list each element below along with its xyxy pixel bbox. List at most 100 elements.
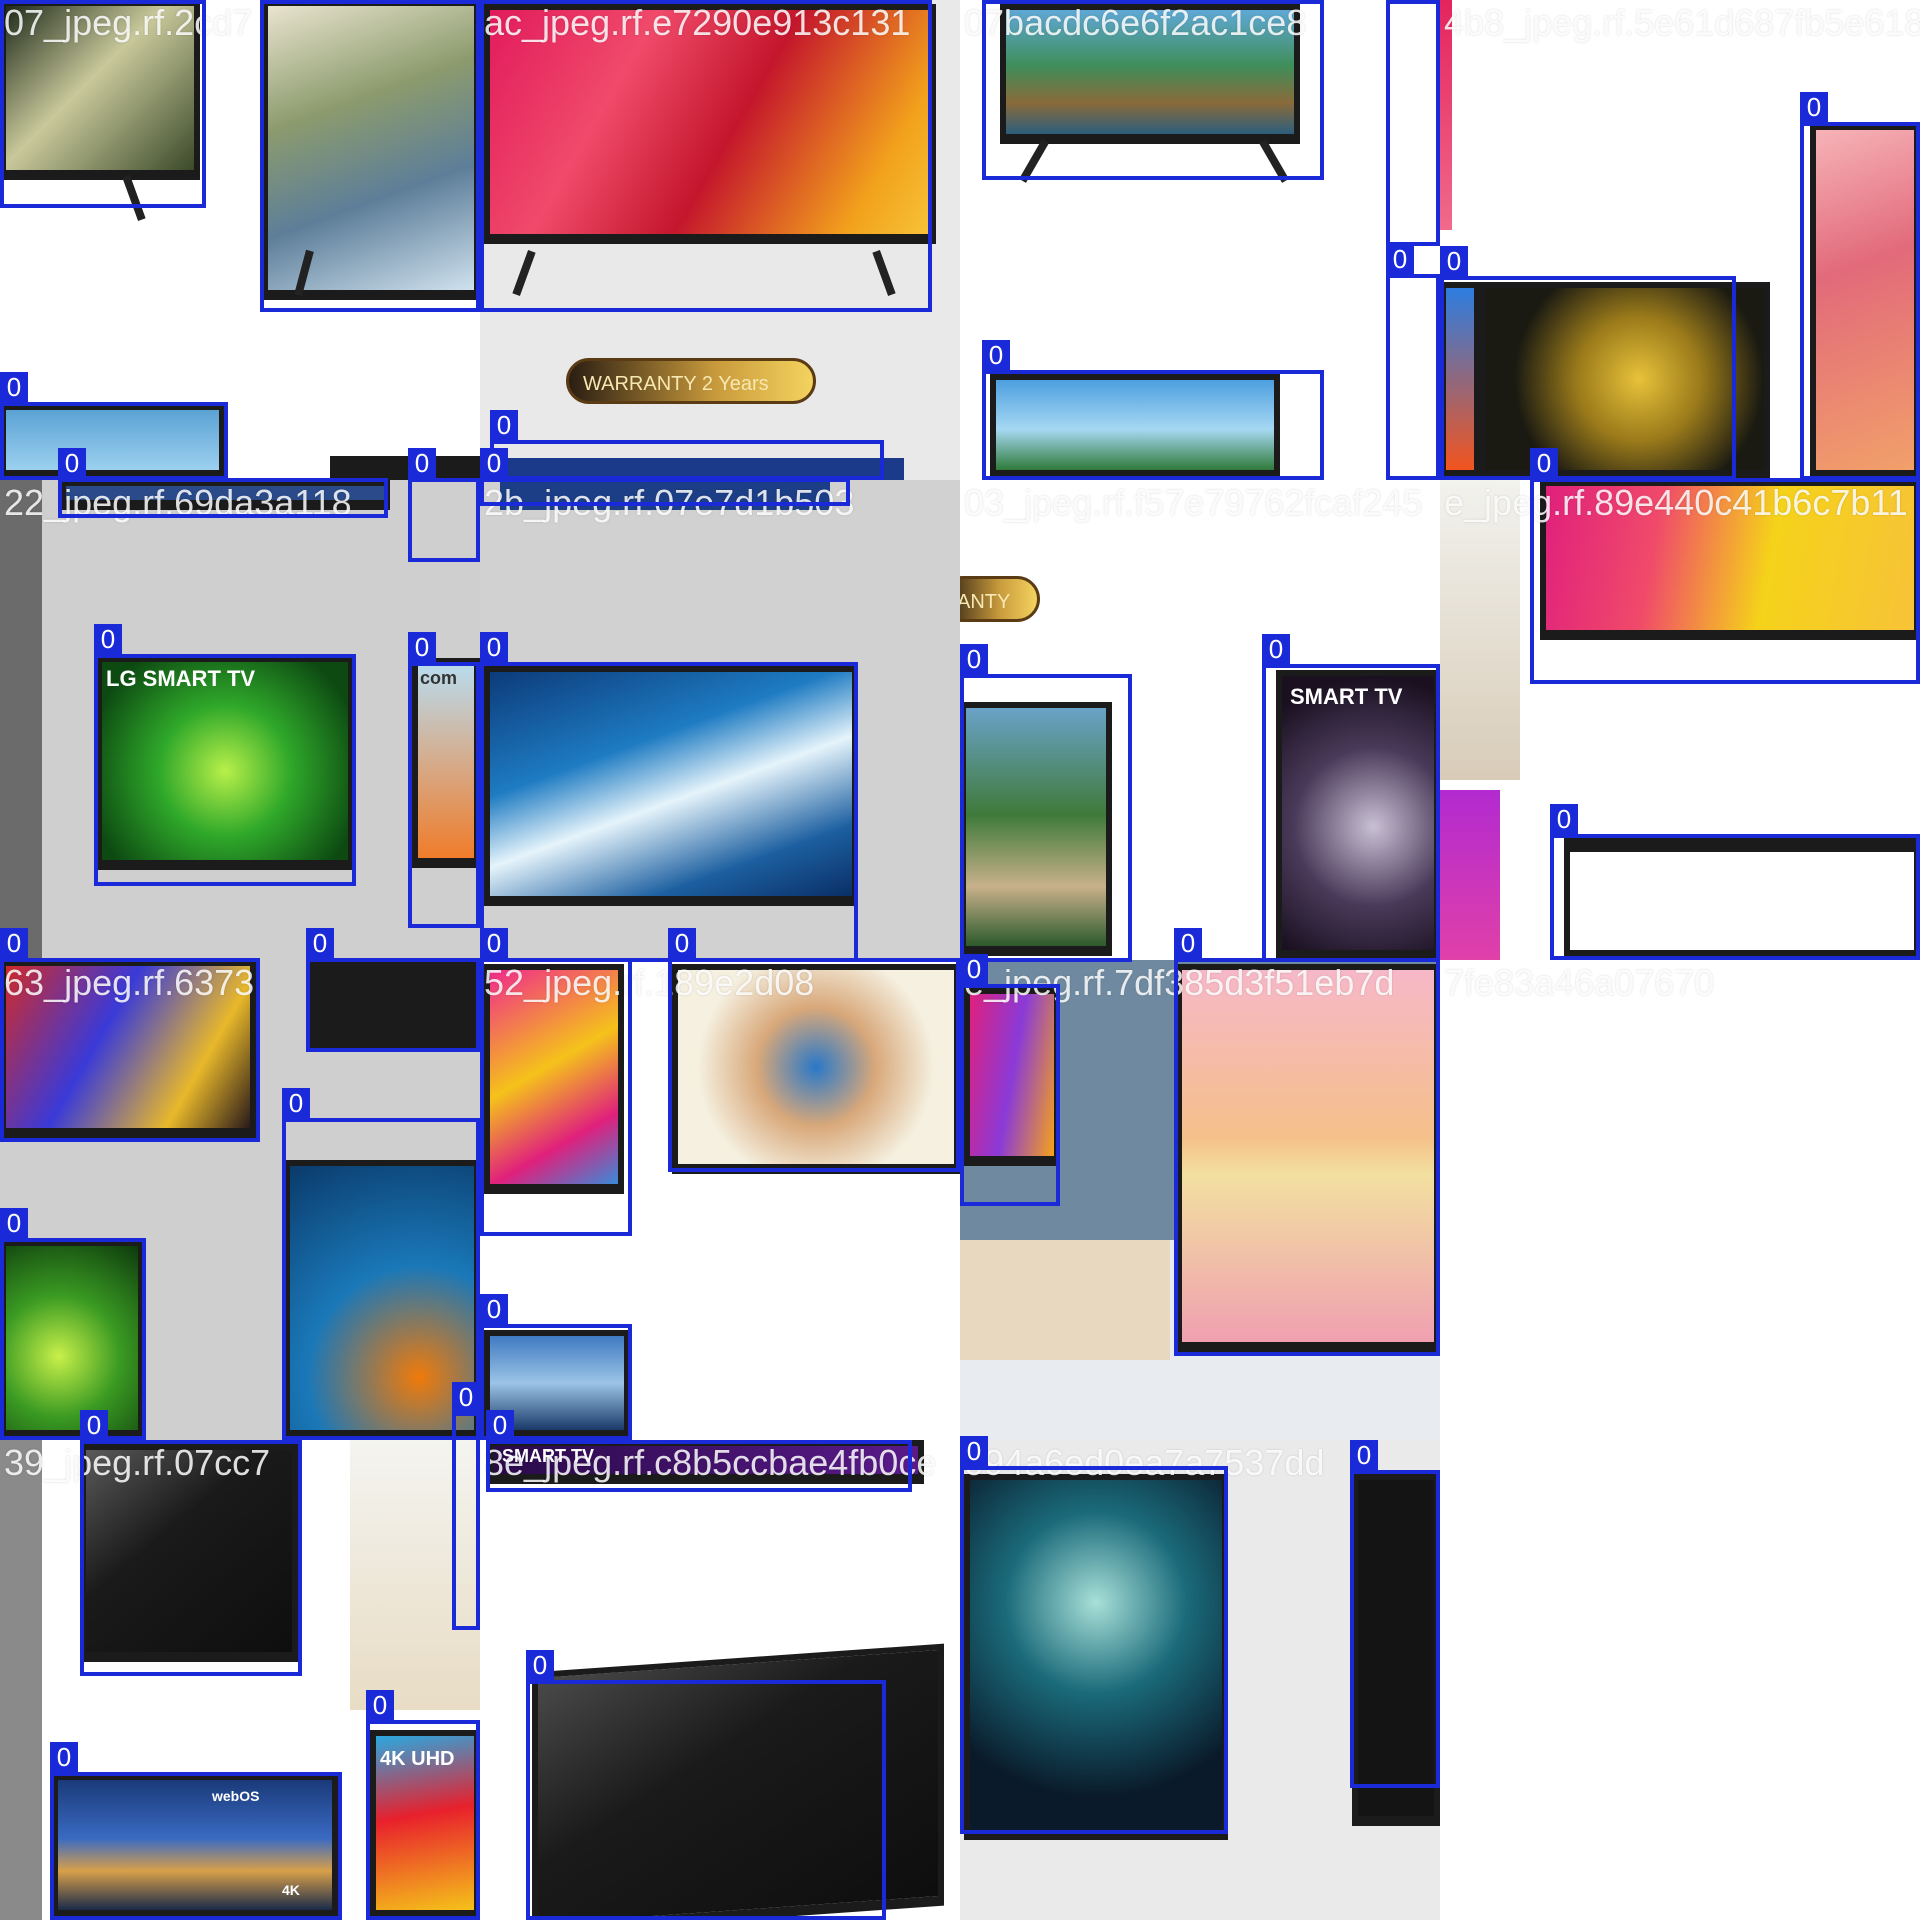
tv xyxy=(0,404,225,480)
warranty-years: 2 Years xyxy=(701,373,769,395)
detection-box: 0 xyxy=(452,1382,480,1630)
tv xyxy=(1440,0,1452,230)
class-label: 0 xyxy=(486,1410,514,1440)
detection-box: 0 xyxy=(526,1650,886,1920)
four-k-label: 4K xyxy=(282,1882,300,1898)
class-label: 0 xyxy=(1800,92,1828,122)
uhd-label: 4K UHD xyxy=(380,1748,455,1770)
lg-smart-tv-label: LG SMART TV xyxy=(106,666,256,691)
class-label: 0 xyxy=(306,928,334,958)
class-label: 0 xyxy=(1262,634,1290,664)
class-label: 0 xyxy=(490,410,518,440)
webos-label: webOS xyxy=(212,1788,260,1804)
detection-box: 0 xyxy=(50,1742,342,1920)
detection-box: 0 xyxy=(960,954,1060,1206)
detection-box: 0 xyxy=(486,1410,912,1492)
detection-box: 0 xyxy=(80,1410,302,1676)
class-label: 0 xyxy=(1386,244,1414,274)
tv: com xyxy=(412,658,480,868)
smart-tv-label: SMART TV xyxy=(1290,684,1403,709)
class-label: 0 xyxy=(982,340,1010,370)
detection-box: 0 xyxy=(94,624,356,886)
detection-box: 0 xyxy=(366,1690,480,1920)
class-label: 0 xyxy=(960,954,988,984)
detection-box: 0 xyxy=(480,448,850,506)
detection-box: 0 xyxy=(260,0,480,312)
mosaic-tile: 07_jpeg.rf.2cd7 xyxy=(0,0,480,480)
detection-box: 0 xyxy=(408,632,480,928)
tv-screen xyxy=(0,404,225,480)
detection-box: 0 xyxy=(480,928,632,1236)
tv-screen xyxy=(990,374,1280,480)
wall-edge xyxy=(0,480,42,960)
tv xyxy=(964,1474,1228,1840)
class-label: 0 xyxy=(480,448,508,478)
tv: 4K UHD xyxy=(370,1730,480,1920)
room-wall xyxy=(1440,480,1520,780)
tv xyxy=(330,456,480,480)
room-cabinet xyxy=(960,1240,1170,1360)
tv xyxy=(484,4,936,244)
tv xyxy=(504,458,904,480)
class-label: 0 xyxy=(282,1088,310,1118)
class-label: 0 xyxy=(94,624,122,654)
detection-box: 0 xyxy=(1262,634,1440,962)
room-wall xyxy=(350,1440,480,1710)
detection-box: 0 xyxy=(1440,246,1736,480)
detection-box: 0 xyxy=(960,1436,1228,1834)
tv xyxy=(990,374,1280,480)
tv xyxy=(1540,480,1920,640)
mosaic-tile: 7fe83a46a07670 xyxy=(1440,960,1920,1440)
class-label: 0 xyxy=(480,928,508,958)
detection-box: 0 xyxy=(1550,804,1920,960)
class-label: 0 xyxy=(0,372,28,402)
class-label: 0 xyxy=(526,1650,554,1680)
tv-screen xyxy=(370,1730,480,1920)
class-label: 0 xyxy=(960,644,988,674)
class-label: 0 xyxy=(0,1208,28,1238)
tv-screen xyxy=(1000,4,1300,144)
warranty-badge: ANTY xyxy=(960,576,1040,622)
class-label: 0 xyxy=(1174,928,1202,958)
tv: LG SMART TV xyxy=(96,656,354,870)
detection-box: 0 xyxy=(490,410,884,480)
class-label: 0 xyxy=(408,448,436,478)
tv-screen xyxy=(964,1474,1228,1840)
mosaic-tile: e_jpeg.rf.7df385d3f51eb7d xyxy=(960,960,1440,1440)
class-label: 0 xyxy=(1440,246,1468,276)
mosaic-tile: 52_jpeg.rf.189e2d08 xyxy=(480,960,960,1440)
tv-screen xyxy=(262,0,480,300)
mosaic-tile: 07bacdc6e6f2ac1ce8 xyxy=(960,0,1440,480)
tv-screen xyxy=(1480,282,1770,480)
detection-box: 0 xyxy=(0,0,206,208)
detection-box: 0 xyxy=(1350,1440,1440,1788)
tv xyxy=(1000,4,1300,144)
class-label: 0 xyxy=(452,1382,480,1412)
class-label: 0 xyxy=(668,928,696,958)
tv-screen xyxy=(1176,964,1440,1352)
class-label: 0 xyxy=(366,1690,394,1720)
detection-box: 0 xyxy=(0,1208,146,1440)
class-label: 0 xyxy=(1550,804,1578,834)
detection-box: 0 xyxy=(282,1088,480,1440)
tv: webOS 4K xyxy=(52,1774,338,1920)
wall-edge xyxy=(0,1440,42,1920)
tile-caption: 03_jpeg.rf.f57e79762fcaf245 xyxy=(964,482,1423,523)
tv xyxy=(1480,282,1770,480)
tv-screen xyxy=(960,702,1112,956)
detection-box: 0 xyxy=(1800,92,1920,480)
tv-screen xyxy=(80,1444,298,1662)
warranty-badge: WARRANTY 2 Years xyxy=(566,358,816,404)
tv xyxy=(484,964,624,1194)
tv xyxy=(262,0,480,300)
detection-box: 0 xyxy=(982,340,1324,480)
detection-box: 0 xyxy=(668,928,960,1172)
class-label: 0 xyxy=(480,1294,508,1324)
tv-screen xyxy=(60,480,390,510)
class-label: 0 xyxy=(408,632,436,662)
detection-box: 0 xyxy=(1530,448,1920,684)
tv-screen xyxy=(484,964,624,1194)
tv-screen xyxy=(52,1774,338,1920)
detection-box: 0 xyxy=(0,372,228,480)
